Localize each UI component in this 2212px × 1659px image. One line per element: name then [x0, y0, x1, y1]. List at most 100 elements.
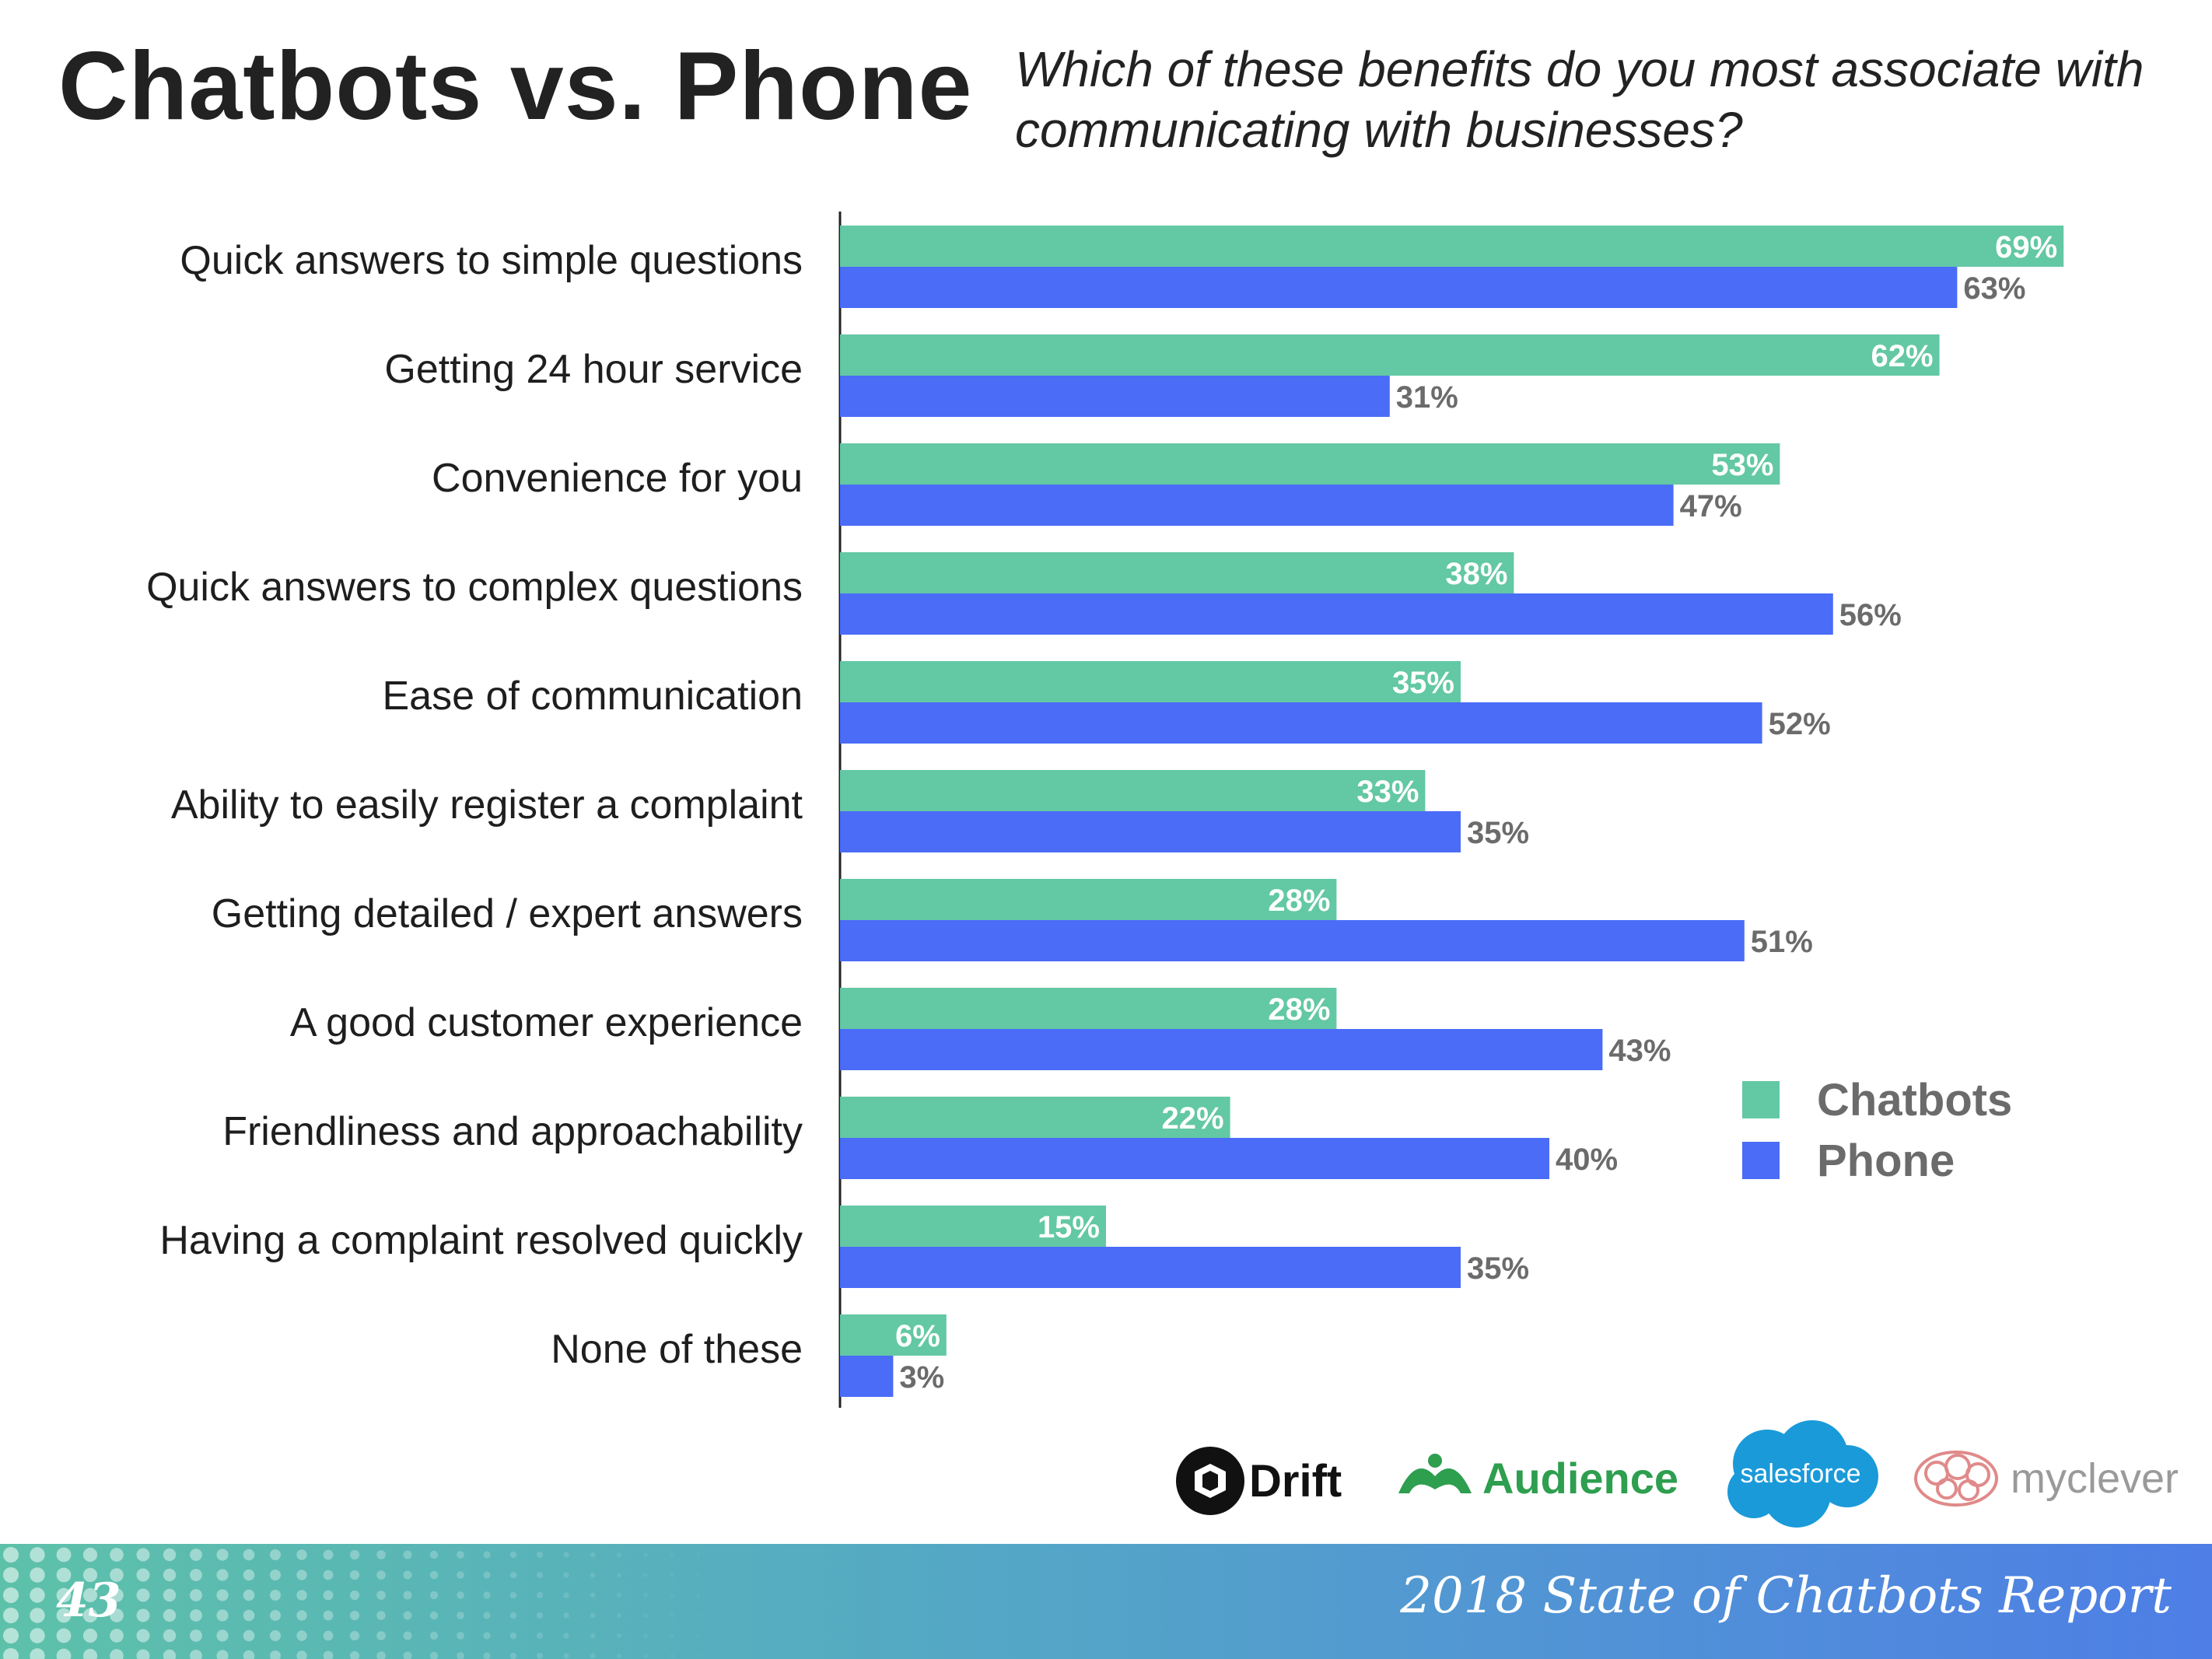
footer-dot [190, 1569, 202, 1581]
footer-dot [376, 1651, 386, 1659]
footer-dot [376, 1570, 386, 1580]
footer-dot [56, 1547, 72, 1563]
data-label-phone: 40% [1556, 1143, 1618, 1177]
footer-dot [616, 1612, 622, 1619]
footer-dot [537, 1653, 543, 1659]
survey-question: Which of these benefits do you most asso… [1015, 41, 2144, 158]
footer-dot [190, 1589, 202, 1601]
footer-dot [616, 1653, 622, 1659]
footer-dot [509, 1571, 517, 1579]
data-label-chatbots: 69% [1995, 230, 2057, 264]
footer-dot [643, 1633, 648, 1638]
footer-dot [537, 1572, 543, 1578]
footer-dot [590, 1592, 596, 1598]
footer-dot [537, 1592, 543, 1598]
footer-dot [3, 1587, 19, 1603]
footer-dot [3, 1547, 19, 1563]
footer-dot [670, 1573, 674, 1577]
data-label-chatbots: 6% [895, 1319, 940, 1353]
footer-dot [110, 1649, 124, 1659]
footer-dot [376, 1591, 386, 1600]
footer-dot [376, 1631, 386, 1640]
data-label-phone: 43% [1608, 1034, 1671, 1068]
footer-dot [643, 1593, 648, 1598]
footer-dot [82, 1608, 98, 1623]
footer-dot [457, 1571, 464, 1579]
footer-dot [56, 1587, 72, 1603]
category-label: Quick answers to simple questions [180, 238, 803, 283]
bar-phone [840, 920, 1745, 961]
footer-dot [190, 1609, 202, 1622]
legend-label-chatbots: Chatbots [1817, 1074, 2013, 1125]
footer-dot [163, 1649, 177, 1659]
footer-dot [403, 1550, 412, 1559]
footer-dot [243, 1589, 255, 1601]
bar-chatbots [840, 988, 1337, 1029]
bar-chatbots [840, 661, 1461, 702]
footer-dot [110, 1629, 124, 1643]
footer-dot [3, 1608, 19, 1623]
category-label: Getting detailed / expert answers [212, 891, 803, 936]
bar-chatbots [840, 552, 1514, 593]
footer-dot [136, 1629, 150, 1643]
footer-dot [30, 1547, 45, 1563]
footer-dot [697, 1553, 700, 1556]
footer-dot [563, 1633, 569, 1639]
data-label-chatbots: 35% [1392, 666, 1454, 700]
bar-phone [840, 811, 1461, 852]
footer-dot [323, 1549, 334, 1560]
footer-dot [483, 1571, 491, 1579]
footer-dot [537, 1633, 543, 1639]
footer-dot [270, 1549, 281, 1560]
category-label: Ease of communication [383, 674, 803, 719]
data-label-chatbots: 28% [1268, 992, 1330, 1027]
bar-chatbots [840, 443, 1780, 485]
bar-phone [840, 1138, 1549, 1179]
myclever-wordmark: myclever [2011, 1455, 2179, 1502]
bar-phone [840, 267, 1958, 308]
footer-dot [483, 1632, 491, 1640]
footer-dot [509, 1551, 517, 1559]
footer-dot [723, 1634, 726, 1637]
footer-dot [616, 1552, 622, 1558]
footer-dot [349, 1610, 360, 1621]
footer-dot [590, 1612, 596, 1619]
drift-logo: Drift [1174, 1445, 1342, 1517]
chart-legend: Chatbots Phone [1742, 1069, 2012, 1191]
footer-dot [216, 1549, 229, 1561]
footer-dot [3, 1628, 19, 1643]
data-label-chatbots: 62% [1871, 339, 1934, 373]
footer-dot [457, 1551, 464, 1559]
footer-dot [376, 1550, 386, 1559]
footer-dot [270, 1630, 281, 1641]
myclever-logo: myclever [1909, 1444, 2179, 1514]
footer-dot [216, 1609, 229, 1622]
footer-dot [163, 1568, 177, 1582]
data-label-phone: 52% [1769, 707, 1831, 741]
footer-dot [163, 1629, 177, 1643]
bar-chart: Quick answers to simple questions 69% 63% G… [146, 212, 2064, 1408]
footer-dot [616, 1633, 622, 1639]
category-label: Ability to easily register a complaint [171, 782, 803, 828]
footer-dot [590, 1633, 596, 1639]
footer-dot [296, 1590, 307, 1601]
data-label-chatbots: 33% [1356, 775, 1419, 809]
footer-dot [483, 1612, 491, 1619]
footer-dot [56, 1628, 72, 1643]
footer-dot [483, 1551, 491, 1559]
footer-dot [349, 1630, 360, 1641]
bar-phone [840, 1029, 1603, 1070]
footer-dot [30, 1608, 45, 1623]
footer-dot [216, 1629, 229, 1642]
footer-dot [190, 1549, 202, 1561]
bar-chatbots [840, 1314, 947, 1356]
footer-dot [563, 1552, 569, 1558]
category-label: Getting 24 hour service [384, 347, 803, 392]
footer-dot [616, 1572, 622, 1578]
footer-dot [457, 1632, 464, 1640]
footer-dot [723, 1573, 726, 1577]
footer-dot [670, 1552, 674, 1557]
salesforce-cloud-icon [1727, 1420, 1878, 1528]
footer-dot [616, 1592, 622, 1598]
footer-dot [429, 1570, 439, 1580]
